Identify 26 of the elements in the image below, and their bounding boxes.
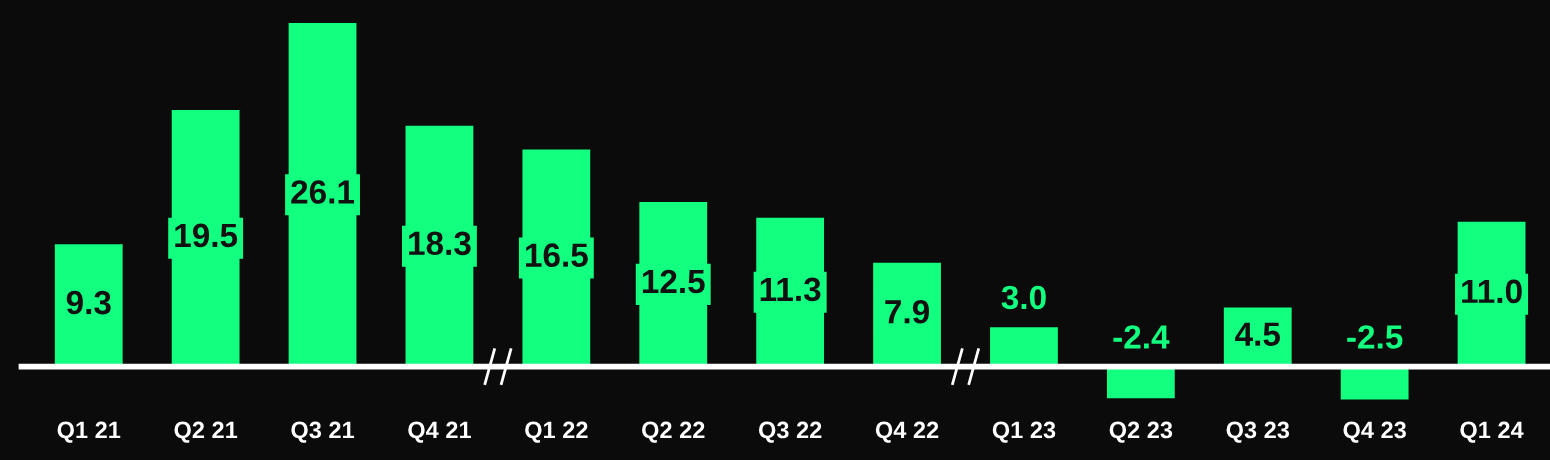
- x-tick-label: Q1 24: [1460, 421, 1524, 443]
- data-label: 26.1: [291, 180, 355, 204]
- x-tick-label: Q4 22: [875, 421, 939, 443]
- data-label: 4.5: [1235, 322, 1280, 346]
- data-label: -2.5: [1347, 325, 1403, 349]
- data-label: -2.4: [1113, 325, 1170, 349]
- x-tick-label: Q2 22: [642, 421, 705, 443]
- data-label: 11.3: [760, 277, 821, 302]
- x-tick-label: Q1 21: [57, 421, 121, 443]
- data-label: 9.3: [66, 290, 111, 315]
- data-label: 12.5: [642, 269, 705, 294]
- data-label: 19.5: [175, 223, 238, 248]
- x-tick-label: Q4 21: [408, 421, 471, 443]
- x-tick-label: Q3 23: [1226, 421, 1290, 443]
- data-label: 3.0: [1001, 285, 1046, 310]
- x-tick-label: Q3 21: [291, 421, 355, 443]
- x-tick-label: Q1 22: [525, 421, 588, 443]
- x-tick-label: Q3 22: [758, 421, 822, 443]
- data-label: 16.5: [526, 243, 588, 267]
- data-label: 11.0: [1462, 279, 1522, 304]
- data-label: 7.9: [885, 299, 929, 324]
- x-tick-label: Q1 23: [992, 421, 1056, 443]
- data-label: 18.3: [409, 231, 471, 256]
- x-tick-label: Q2 23: [1109, 421, 1173, 443]
- x-tick-label: Q2 21: [174, 421, 238, 443]
- x-tick-label: Q4 23: [1343, 421, 1406, 443]
